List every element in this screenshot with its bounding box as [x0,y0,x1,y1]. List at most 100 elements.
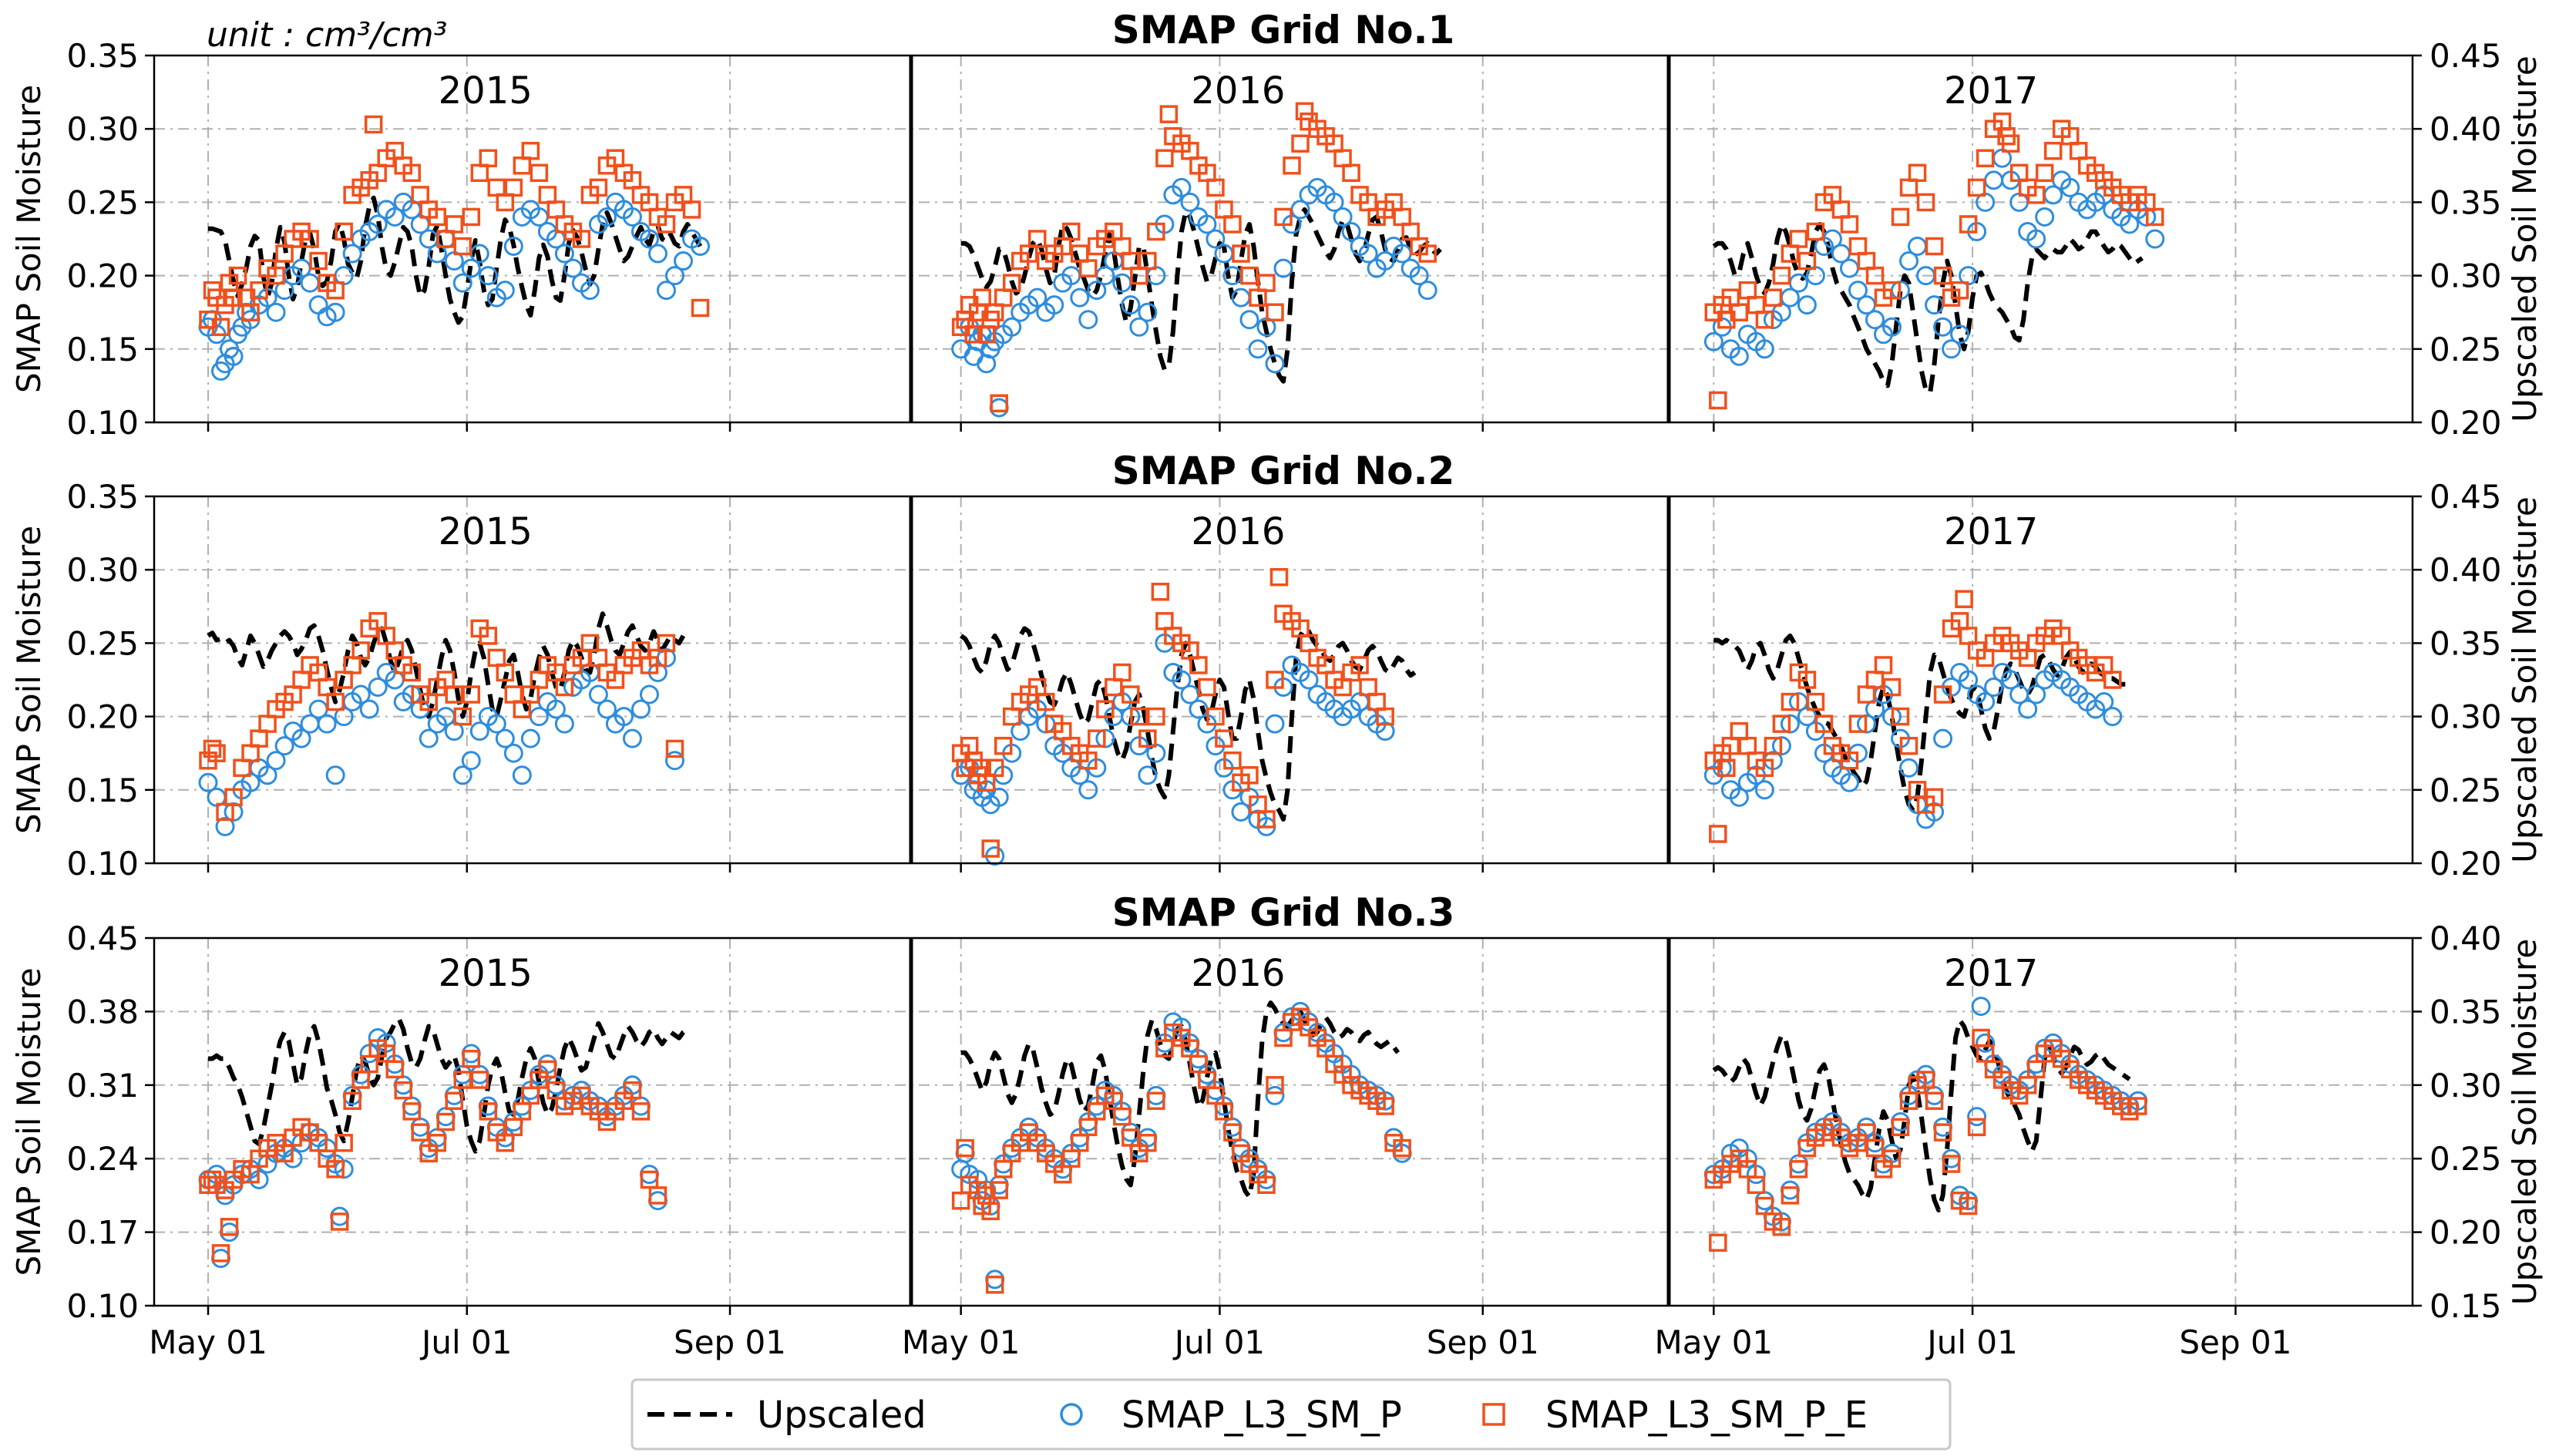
upscaled-series-line [1713,633,2126,813]
y-axis-title: SMAP Soil Moisture [10,526,48,834]
smap-p-point [274,736,294,756]
smap-pe-point [1079,259,1098,277]
smap-p-point [478,266,498,286]
smap-p-point [631,699,651,719]
smap-pe-point [411,1123,429,1142]
smap-pe-point [1393,1138,1411,1158]
smap-p-point [503,743,523,763]
smap-pe-point [1891,1118,1910,1137]
smap-pe-point [1840,215,1859,234]
smap-p-point [1239,310,1259,330]
smap-pe-point [648,1186,667,1205]
smap-p-point [1754,339,1774,359]
smap-p-point [1375,251,1395,271]
smap-pe-point [207,744,226,762]
smap-pe-point [657,634,676,653]
y-axis-title: SMAP Soil Moisture [10,967,48,1276]
smap-pe-point [487,178,506,197]
smap-p-point [1206,229,1226,249]
y-tick-label: 0.10 [66,404,139,442]
smap-p-point [368,214,388,234]
panel-frame [153,936,2414,1307]
y-right-tick-label: 0.40 [2430,110,2502,148]
smap-pe-point [1113,1107,1132,1126]
smap-pe-point [2001,134,2020,153]
smap-pe-point [250,729,268,748]
smap-p-point [495,281,515,301]
smap-p-point [985,1269,1005,1290]
smap-p-point [325,765,345,785]
smap-p-point [580,281,600,301]
smap-p-point [2001,670,2021,690]
smap-p-point [1899,758,1919,778]
smap-pe-point [1882,1149,1902,1168]
smap-p-point [647,244,667,264]
smap-pe-point [1806,692,1825,711]
smap-pe-point [1916,193,1935,212]
smap-pe-point [453,1071,472,1089]
smap-pe-point [250,281,268,300]
smap-pe-point [335,222,353,241]
smap-pe-point [1215,200,1233,219]
smap-p-point [664,266,684,286]
smap-pe-point [1959,215,1978,234]
smap-pe-point [1088,729,1106,748]
smap-pe-point [1113,237,1132,256]
smap-pe-point [665,739,684,758]
smap-p-point [2026,684,2046,704]
smap-p-point [452,765,472,785]
smap-pe-point [462,207,481,227]
smap-pe-point [530,163,549,183]
smap-pe-point [623,1081,642,1100]
smap-pe-point [1899,178,1918,197]
smap-p-point [1754,1191,1774,1211]
smap-p-point [554,244,574,264]
smap-pe-point [1266,303,1284,321]
upscaled-series-line [208,1016,689,1154]
smap-pe-point [1240,266,1259,285]
smap-p-point [495,728,515,748]
panel-title: SMAP Grid No.1 [1112,8,1455,52]
legend-smap-p-swatch [1060,1403,1083,1426]
smap-pe-point [1079,751,1098,770]
smap-pe-point [428,207,446,227]
smap-pe-point [985,1275,1004,1294]
smap-pe-point [546,200,566,219]
y-tick-label: 0.10 [66,845,139,883]
smap-p-point [1222,1117,1243,1137]
smap-pe-point [682,200,701,219]
smap-p-point [520,728,540,748]
smap-pe-point [1814,715,1834,733]
smap-pe-point [1359,678,1377,697]
smap-pe-point [224,788,243,807]
y-right-tick-label: 0.45 [2430,478,2502,516]
smap-pe-point [211,1244,230,1263]
smap-p-point [342,244,362,264]
smap-pe-point [1269,567,1289,587]
smap-p-point [1839,258,1859,278]
smap-p-point [554,714,574,734]
smap-p-point [1933,728,1953,748]
smap-pe-point [1781,1186,1800,1205]
smap-pe-point [487,648,506,667]
smap-p-point [469,721,489,741]
smap-p-point [1019,1117,1039,1137]
smap-p-point [478,1096,498,1116]
smap-pe-point [504,685,523,704]
smap-pe-point [309,251,328,271]
smap-pe-point [1950,281,1969,300]
y-right-tick-label: 0.30 [2430,1067,2502,1105]
upscaled-series-line [960,207,1442,384]
smap-p-point [1044,295,1064,315]
smap-pe-point [1772,266,1791,285]
y-tick-label: 0.38 [66,993,139,1031]
smap-p-point [512,765,532,785]
smap-pe-point [436,1112,455,1132]
smap-pe-point [1155,612,1174,630]
smap-p-point [1027,288,1047,308]
smap-pe-point [631,1102,651,1121]
legend-upscaled-label: Upscaled [757,1394,926,1437]
smap-pe-point [1295,102,1314,121]
y-right-tick-label: 0.25 [2430,1140,2502,1178]
